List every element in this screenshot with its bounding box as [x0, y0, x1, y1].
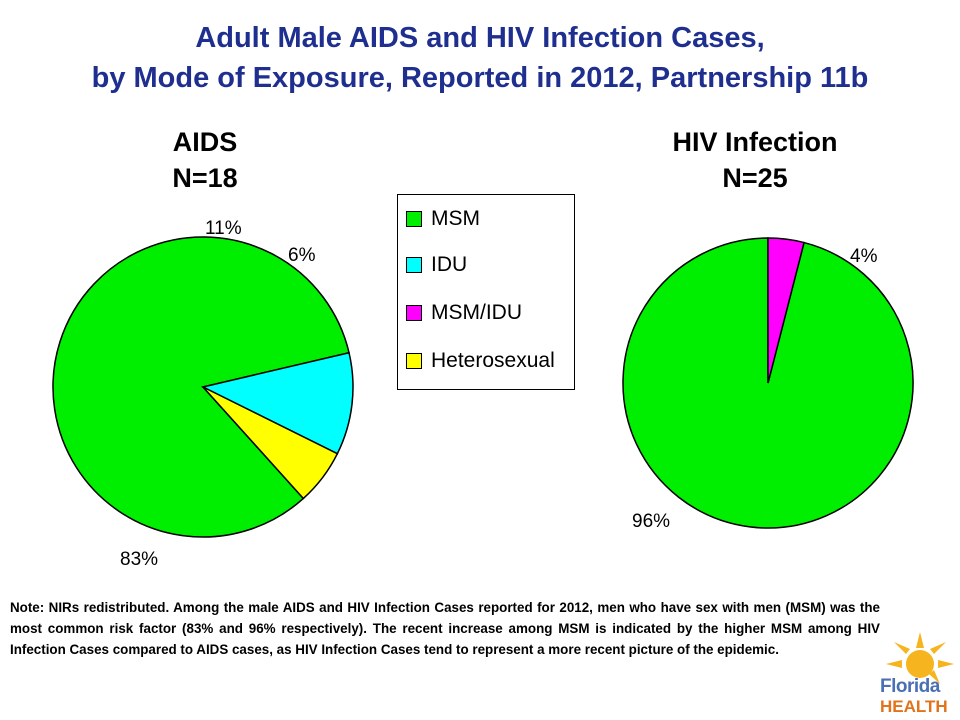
legend-swatch-heterosexual [406, 353, 422, 369]
florida-health-logo-sun-icon [886, 632, 954, 684]
title-line-2: by Mode of Exposure, Reported in 2012, P… [91, 62, 869, 94]
hiv-label-msm-idu: 4% [850, 246, 878, 267]
legend-label-msm: MSM [431, 207, 480, 230]
legend-swatch-msm [406, 211, 422, 227]
footnote: Note: NIRs redistributed. Among the male… [10, 600, 880, 657]
legend-item-idu: IDU [406, 251, 467, 279]
legend: MSM IDU MSM/IDU Heterosexual [397, 194, 575, 390]
aids-slice-heterosexual [202, 386, 339, 500]
chart-title: Adult Male AIDS and HIV Infection Cases,… [0, 18, 960, 98]
legend-label-msm-idu: MSM/IDU [431, 301, 522, 324]
legend-item-heterosexual: Heterosexual [406, 347, 555, 375]
logo-text-health: HEALTH [880, 697, 948, 716]
legend-swatch-msm-idu [406, 305, 422, 321]
aids-chart-heading: AIDS N=18 [55, 124, 355, 196]
legend-label-heterosexual: Heterosexual [431, 349, 555, 372]
logo-text-florida: Florida [880, 676, 940, 697]
aids-pie-chart: 83% 11% 6% [52, 218, 354, 570]
legend-item-msm-idu: MSM/IDU [406, 299, 522, 327]
legend-swatch-idu [406, 257, 422, 273]
hiv-label-msm: 96% [632, 511, 670, 532]
hiv-chart-count: N=25 [722, 163, 788, 193]
hiv-chart-title: HIV Infection [672, 127, 838, 157]
title-line-1: Adult Male AIDS and HIV Infection Cases, [195, 22, 765, 54]
legend-label-idu: IDU [431, 253, 468, 276]
legend-item-msm: MSM [406, 205, 480, 233]
aids-label-msm: 83% [120, 549, 158, 570]
hiv-pie-chart: 96% 4% [622, 237, 914, 532]
aids-label-idu: 11% [205, 218, 242, 239]
aids-slice-msm [52, 236, 350, 538]
aids-slice-idu [200, 351, 354, 455]
aids-chart-count: N=18 [172, 163, 238, 193]
hiv-chart-heading: HIV Infection N=25 [605, 124, 905, 196]
hiv-slice-msm-idu [767, 237, 805, 384]
aids-chart-title: AIDS [172, 127, 238, 157]
aids-label-heterosexual: 6% [288, 245, 316, 266]
